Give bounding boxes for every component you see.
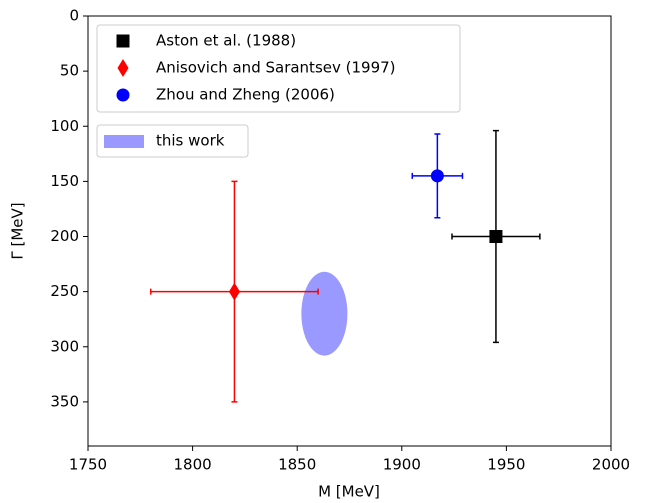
legend-marker (117, 59, 129, 77)
legend-label: Zhou and Zheng (2006) (156, 86, 335, 104)
y-tick-label: 300 (50, 337, 79, 355)
legend-marker (116, 88, 130, 102)
point (430, 169, 444, 183)
plot-frame (87, 15, 612, 447)
legend-marker (116, 34, 130, 48)
x-tick-label: 1900 (383, 456, 421, 474)
x-tick-label: 1800 (174, 456, 212, 474)
legend-label: this work (156, 132, 225, 150)
x-tick-label: 1750 (69, 456, 107, 474)
y-tick-label: 100 (50, 117, 79, 135)
legend-label: Aston et al. (1988) (156, 32, 296, 50)
point (228, 282, 240, 301)
y-tick-label: 50 (60, 62, 79, 80)
point (489, 230, 503, 244)
y-tick-label: 150 (50, 172, 79, 190)
x-tick-label: 1850 (278, 456, 316, 474)
y-axis-label: Γ [MeV] (9, 202, 27, 259)
x-tick-label: 2000 (592, 456, 630, 474)
x-tick-label: 1950 (487, 456, 525, 474)
y-tick-label: 350 (50, 392, 79, 410)
region (301, 271, 348, 356)
legend-patch (104, 135, 144, 148)
y-tick-label: 200 (50, 227, 79, 245)
legend-box (96, 124, 249, 158)
x-axis-label: M [MeV] (318, 483, 380, 501)
legend-box (96, 24, 461, 113)
y-tick-label: 250 (50, 282, 79, 300)
legend-label: Anisovich and Sarantsev (1997) (156, 59, 396, 77)
y-tick-label: 0 (69, 7, 79, 25)
